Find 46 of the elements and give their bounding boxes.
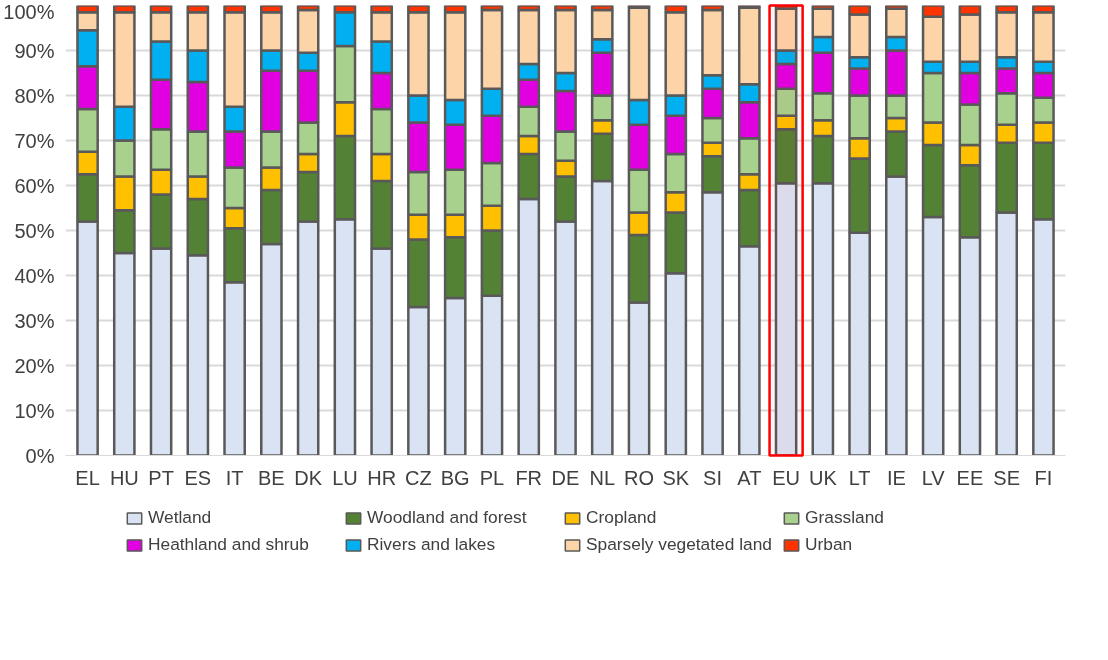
x-tick-label: LU	[332, 466, 358, 489]
x-tick-label: FR	[515, 466, 543, 489]
y-tick-label: 40%	[14, 264, 55, 287]
y-tick-label: 70%	[14, 129, 55, 152]
x-tick-label: FI	[1034, 466, 1053, 489]
y-tick-label: 20%	[14, 354, 55, 377]
y-tick-label: 10%	[14, 399, 55, 422]
x-tick-label: UK	[808, 466, 838, 489]
x-tick-label: SK	[662, 466, 690, 489]
x-tick-label: HR	[367, 466, 397, 489]
y-tick-label: 50%	[14, 219, 55, 242]
y-tick-label: 60%	[14, 174, 55, 197]
y-tick-label: 30%	[14, 309, 55, 332]
x-tick-label: LT	[848, 466, 871, 489]
x-tick-label: SE	[993, 466, 1021, 489]
x-tick-label: DE	[551, 466, 580, 489]
x-tick-label: PL	[479, 466, 505, 489]
y-tick-label: 80%	[14, 84, 55, 107]
x-tick-label: CZ	[405, 466, 432, 489]
x-tick-label: EL	[75, 466, 100, 489]
x-tick-label: RO	[624, 466, 655, 489]
x-tick-label: PT	[148, 466, 174, 489]
x-tick-label: NL	[589, 466, 616, 489]
x-tick-label: SI	[703, 466, 723, 489]
x-tick-label: HU	[109, 466, 139, 489]
legend-label: Wetland	[148, 507, 213, 528]
legend-label: Urban	[805, 534, 854, 555]
x-tick-label: AT	[737, 466, 762, 489]
y-tick-label: 0%	[25, 444, 55, 467]
y-tick-label: 100%	[3, 0, 55, 23]
x-tick-label: BE	[258, 466, 285, 489]
legend-label: Sparsely vegetated land	[586, 534, 773, 555]
legend-label: Grassland	[805, 507, 885, 528]
x-tick-label: DK	[294, 466, 323, 489]
x-tick-label: EU	[772, 466, 800, 489]
x-tick-label: IT	[225, 466, 244, 489]
x-tick-label: BG	[440, 466, 470, 489]
legend-label: Cropland	[586, 507, 658, 528]
x-tick-label: ES	[184, 466, 212, 489]
y-tick-label: 90%	[14, 39, 55, 62]
legend-label: Rivers and lakes	[367, 534, 497, 555]
legend-label: Woodland and forest	[367, 507, 528, 528]
x-tick-label: LV	[921, 466, 946, 489]
x-tick-label: IE	[886, 466, 906, 489]
legend-label: Heathland and shrub	[148, 534, 310, 555]
x-tick-label: EE	[956, 466, 984, 489]
